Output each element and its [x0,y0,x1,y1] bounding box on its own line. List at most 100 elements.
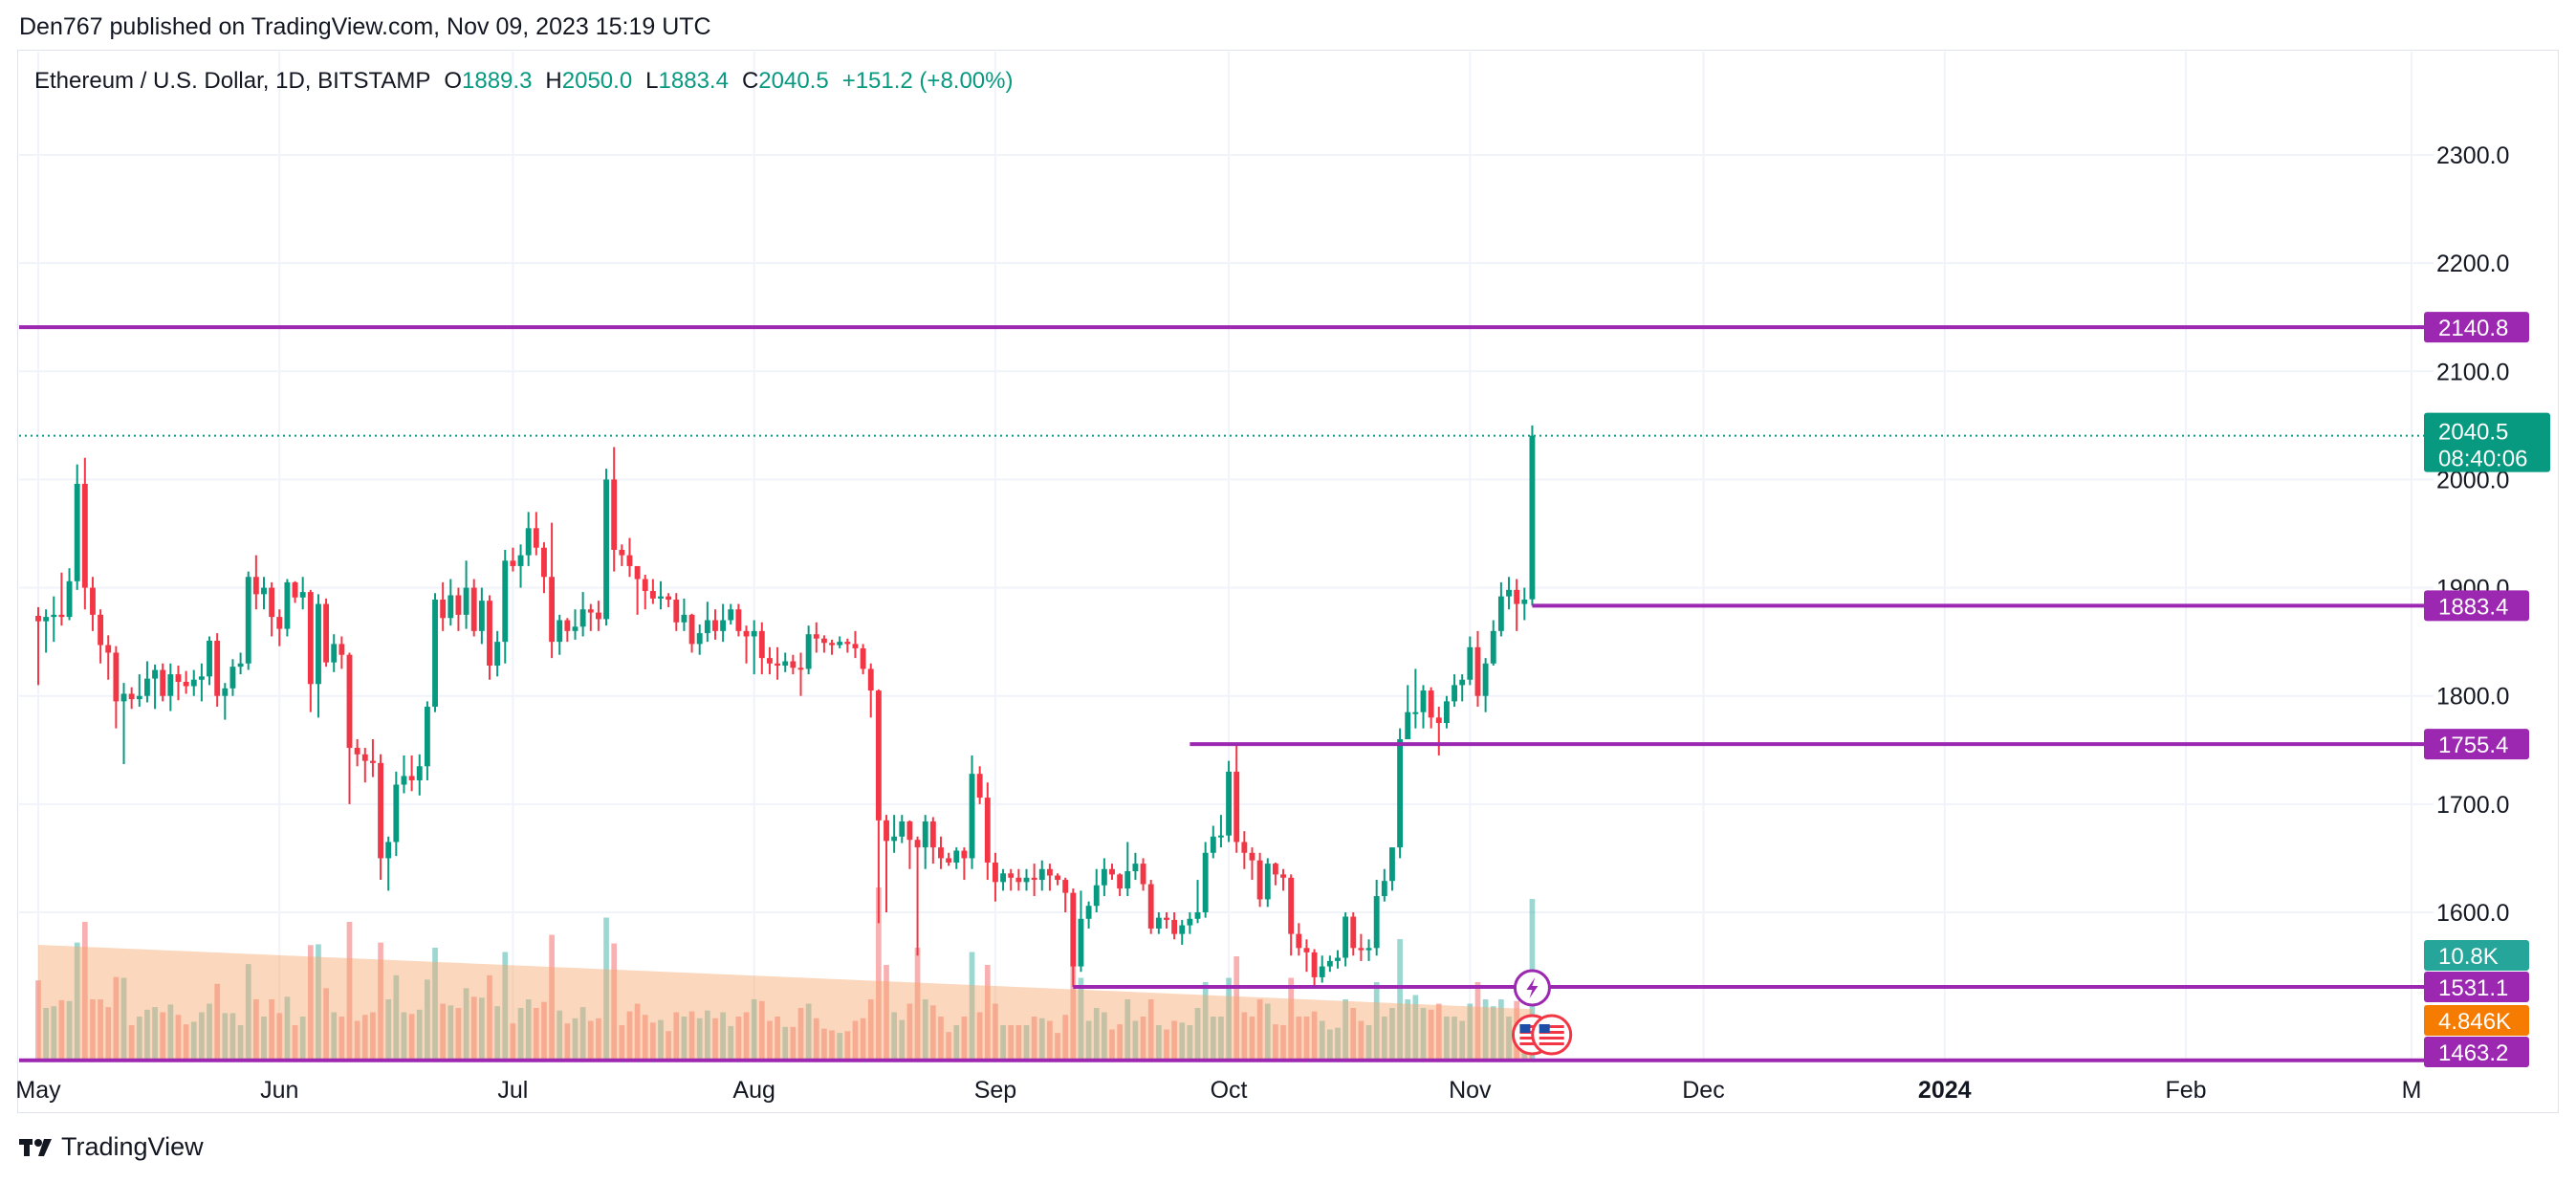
event-markers[interactable] [1511,969,1573,1056]
volume-bar [284,996,291,1060]
candle-body [579,609,586,627]
volume-bar [696,1018,703,1060]
flag-canton [1539,1024,1550,1033]
volume-bar [1452,1017,1457,1060]
candle-body [198,676,205,680]
volume-bar [1164,1029,1169,1060]
candle-body [354,748,360,755]
candle-body [712,620,718,631]
candle-body [1343,916,1349,958]
candle-body [1296,933,1302,949]
candle-body [1350,916,1357,949]
candle-body [541,547,547,578]
candle-body [440,600,447,619]
candle-body [299,592,306,598]
volume-bar [144,1009,150,1060]
volume-bar [331,1012,338,1060]
volume-bar [1241,1012,1248,1060]
candle-body [1412,711,1419,714]
candle-body [432,600,438,708]
volume-bar [1506,1017,1512,1060]
candle-body [1023,877,1030,883]
volume-bar [1490,1006,1496,1060]
candle-body [1249,852,1255,861]
candle-body [90,587,96,615]
volume-bar [829,1030,835,1060]
volume-last-label-bg [2424,940,2529,971]
level-label: 1883.4 [2438,594,2508,620]
candle-body [658,596,664,599]
y-tick-label: 2200.0 [2436,251,2509,277]
candle-body [549,577,556,643]
volume-bar [1194,1008,1201,1060]
volume-bar [650,1022,656,1060]
candle-body [743,630,750,637]
volume-bar [276,1013,283,1060]
volume-bar [479,997,485,1060]
candle-body [1070,892,1077,967]
volume-bar [299,1017,306,1060]
candle-body [782,661,789,667]
volume-bar [1179,1022,1186,1060]
volume-ma-label: 4.846K [2438,1009,2511,1035]
volume-bar [929,1005,936,1060]
candle-body [1272,864,1278,875]
volume-bar [1078,977,1084,1060]
level-label-bg [2424,971,2529,1002]
candle-body [1482,663,1489,696]
level-label-bg [2424,312,2529,343]
candle-body [953,850,960,863]
volume-bar [66,1000,73,1060]
volume-bar [167,1004,174,1060]
countdown-label: 08:40:06 [2438,447,2527,472]
candle-body [478,601,485,631]
volume-bar [1256,999,1263,1060]
candle-body [448,595,454,619]
volume-bar [323,988,329,1060]
flag-canton [1519,1024,1531,1033]
candle-body [207,641,212,677]
volume-bar [821,1028,827,1060]
volume-bar [1335,1027,1341,1060]
candle-body [525,528,532,556]
volume-bar [74,942,80,1060]
y-tick-label: 2100.0 [2436,359,2509,385]
volume-bar [596,1018,601,1060]
volume-bar [292,1025,298,1060]
volume-bar [1233,956,1240,1060]
volume-bar [120,977,127,1060]
candle-body [790,661,797,668]
candle-body [938,847,944,859]
candle-body [323,603,330,663]
volume-bar [1124,999,1131,1060]
candle-body [1405,711,1411,739]
candle-body [338,644,345,655]
candle-body [797,668,804,670]
symbol-title[interactable]: Ethereum / U.S. Dollar, 1D, BITSTAMP [34,68,431,94]
candle-body [1428,690,1434,718]
symbol-legend: Ethereum / U.S. Dollar, 1D, BITSTAMP O188… [34,68,1026,95]
volume-last-label: 10.8K [2438,944,2499,970]
volume-bar [860,1018,866,1060]
volume-bar [1047,1020,1053,1060]
brand-name[interactable]: TradingView [61,1132,204,1161]
volume-bar [1365,1025,1372,1060]
x-tick-label: 2024 [1918,1077,1972,1104]
candle-body [1280,874,1286,878]
x-tick-label: M [2402,1077,2422,1104]
volume-bar [961,1017,968,1060]
candle-body [136,695,142,700]
x-tick-label: Feb [2165,1077,2206,1104]
tradingview-logo-icon[interactable] [19,1137,55,1158]
chart-frame [17,50,2559,1113]
volume-bar [619,1025,625,1060]
candle-body [1358,948,1364,951]
candle-body [860,647,866,669]
volume-bar [1249,1017,1255,1060]
volume-bar [1132,1020,1139,1060]
level-label-bg [2424,1037,2529,1067]
candle-body [190,679,197,687]
candle-body [143,678,150,696]
flag-stripe [1539,1025,1564,1028]
